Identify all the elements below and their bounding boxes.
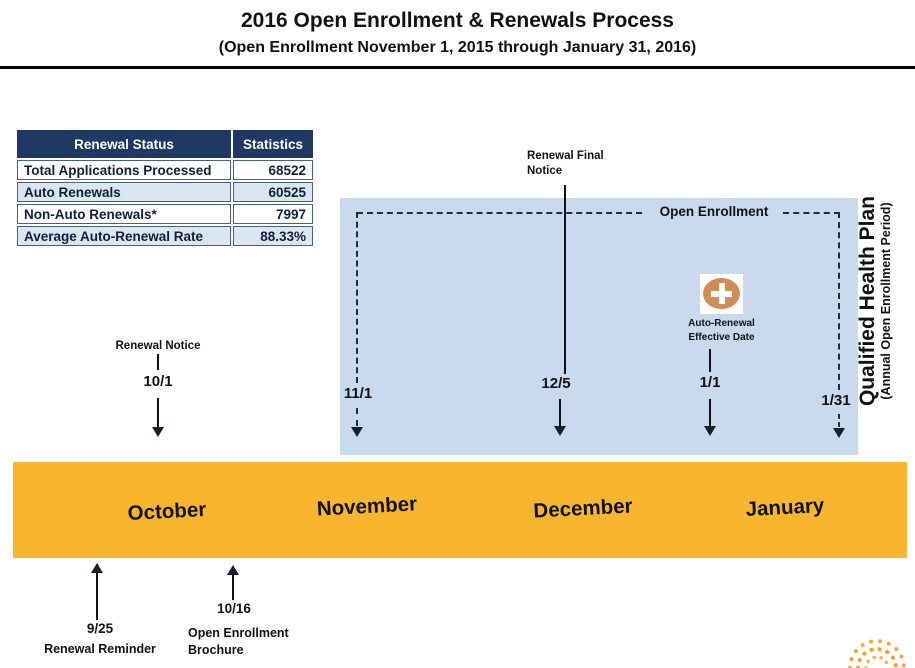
renewal-final-notice-line xyxy=(564,185,566,374)
brochure-label: Open Enrollment Brochure xyxy=(188,626,289,657)
auto-renewal-plus-icon xyxy=(700,274,743,314)
row-value: 7997 xyxy=(233,204,313,224)
dashed-frame-top-right xyxy=(783,212,840,214)
dashed-frame-top-left xyxy=(357,212,642,214)
renewal-notice-arrow-head xyxy=(152,427,164,437)
renewal-final-notice-arrow-head xyxy=(554,426,566,436)
renewal-final-notice-arrow-shaft xyxy=(559,399,561,426)
renewal-reminder-date: 9/25 xyxy=(86,621,114,636)
column-header-renewal-status: Renewal Status xyxy=(17,130,231,158)
dashed-frame-left xyxy=(356,212,358,383)
title-divider xyxy=(0,66,915,69)
renewal-reminder-label: Renewal Reminder xyxy=(44,642,156,656)
renewal-notice-label: Renewal Notice xyxy=(115,340,201,352)
month-bar xyxy=(13,462,907,558)
renewal-final-notice-date: 12/5 xyxy=(541,375,571,392)
open-enrollment-label: Open Enrollment xyxy=(659,204,769,219)
brochure-arrow-shaft xyxy=(232,574,234,600)
auto-renewal-label: Auto-Renewal Effective Date xyxy=(688,318,755,343)
row-label: Total Applications Processed xyxy=(17,160,231,180)
table-row: Average Auto-Renewal Rate 88.33% xyxy=(17,226,313,246)
renewal-final-notice-label: Renewal Final Notice xyxy=(527,150,604,177)
renewal-notice-date: 10/1 xyxy=(143,373,173,390)
auto-renewal-arrow-head xyxy=(704,426,716,436)
dashed-arrow-left-shaft xyxy=(356,408,358,426)
dashed-arrow-left-head xyxy=(351,427,363,437)
qhp-title: Qualified Health Plan xyxy=(856,195,879,407)
row-value: 60525 xyxy=(233,182,313,202)
row-label: Non-Auto Renewals* xyxy=(17,204,231,224)
renewal-statistics-table: Renewal Status Statistics Total Applicat… xyxy=(15,128,315,248)
plus-icon-bar-vertical xyxy=(719,283,725,304)
brochure-arrow-head xyxy=(227,565,239,575)
qhp-subtitle: (Annual Open Enrollment Period) xyxy=(879,202,894,400)
auto-renewal-arrow-shaft xyxy=(709,399,711,426)
auto-renewal-date: 1/1 xyxy=(699,374,721,391)
renewal-notice-arrow-shaft xyxy=(157,398,159,427)
renewal-reminder-arrow-shaft xyxy=(96,572,98,620)
table-row: Non-Auto Renewals* 7997 xyxy=(17,204,313,224)
page-title: 2016 Open Enrollment & Renewals Process xyxy=(240,9,674,32)
end-date-label: 1/31 xyxy=(821,392,851,409)
start-date-label: 11/1 xyxy=(343,385,373,402)
column-header-statistics: Statistics xyxy=(233,130,313,158)
page-subtitle: (Open Enrollment November 1, 2015 throug… xyxy=(218,39,697,56)
table-row: Total Applications Processed 68522 xyxy=(17,160,313,180)
sunburst-logo-icon xyxy=(848,639,906,668)
renewal-notice-tick xyxy=(157,354,159,370)
row-label: Average Auto-Renewal Rate xyxy=(17,226,231,246)
renewal-reminder-arrow-head xyxy=(91,563,103,573)
brochure-date: 10/16 xyxy=(217,601,251,616)
dashed-arrow-right-head xyxy=(833,428,845,438)
row-value: 88.33% xyxy=(233,226,313,246)
open-enrollment-band xyxy=(340,198,858,455)
auto-renewal-tick xyxy=(709,349,711,372)
row-value: 68522 xyxy=(233,160,313,180)
row-label: Auto Renewals xyxy=(17,182,231,202)
qualified-health-plan-caption: Qualified Health Plan (Annual Open Enrol… xyxy=(856,145,914,457)
table-header-row: Renewal Status Statistics xyxy=(17,130,313,158)
table-row: Auto Renewals 60525 xyxy=(17,182,313,202)
dashed-arrow-right-shaft xyxy=(838,414,840,427)
dashed-frame-right xyxy=(838,212,840,390)
